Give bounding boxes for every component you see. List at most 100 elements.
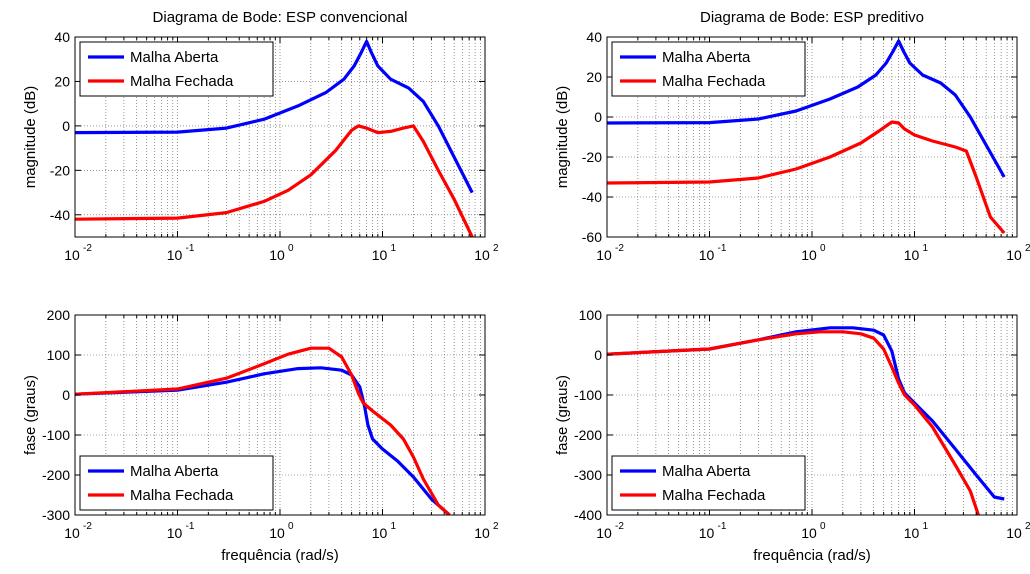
x-tick-label: 10 (372, 247, 388, 263)
y-tick-label: 20 (586, 69, 602, 85)
x-tick-label: 10 (904, 247, 920, 263)
y-tick-label: 0 (62, 118, 70, 134)
x-tick-label: 10 (167, 247, 183, 263)
series-line-malha-fechada (607, 330, 980, 515)
x-axis-label: frequência (rad/s) (221, 547, 339, 564)
y-tick-label: -60 (582, 229, 602, 245)
y-tick-label: 0 (62, 387, 70, 403)
x-tick-label: 10 (372, 525, 388, 541)
x-tick-exponent: 1 (923, 243, 929, 254)
y-tick-label: 100 (47, 347, 71, 363)
chart-title: Diagrama de Bode: ESP preditivo (700, 9, 924, 26)
y-tick-label: 0 (594, 109, 602, 125)
x-tick-exponent: 0 (288, 521, 294, 532)
chart-panel-3: 10 -2 10 -1 10 0 10 1 10 2-300-200-1000100200freq… (22, 307, 499, 564)
x-tick-label: 10 (64, 247, 80, 263)
legend-label: Malha Aberta (130, 49, 219, 66)
legend-label: Malha Fechada (662, 73, 766, 90)
y-tick-label: -40 (582, 189, 602, 205)
y-axis-label: magnitude (dB) (22, 86, 39, 189)
y-tick-label: 20 (54, 73, 70, 89)
y-tick-label: -300 (574, 467, 602, 483)
y-tick-label: -40 (50, 207, 70, 223)
x-tick-exponent: 2 (1025, 521, 1030, 532)
legend-label: Malha Fechada (662, 487, 766, 504)
x-tick-exponent: 0 (820, 243, 826, 254)
y-tick-label: 40 (586, 29, 602, 45)
y-tick-label: 40 (54, 29, 70, 45)
series-line-malha-aberta (75, 39, 474, 194)
legend-box (611, 455, 806, 511)
y-tick-label: -20 (582, 149, 602, 165)
y-tick-label: -20 (50, 162, 70, 178)
y-tick-label: 100 (579, 307, 603, 323)
x-tick-label: 10 (269, 525, 285, 541)
y-axis-label: magnitude (dB) (554, 86, 571, 189)
x-tick-label: 10 (596, 525, 612, 541)
x-tick-label: 10 (801, 247, 817, 263)
legend-label: Malha Aberta (130, 463, 219, 480)
x-tick-exponent: 0 (820, 521, 826, 532)
x-tick-exponent: 2 (493, 521, 499, 532)
legend-box (79, 41, 274, 97)
legend: Malha Aberta Malha Fechada (79, 455, 274, 511)
x-tick-label: 10 (699, 247, 715, 263)
x-tick-label: 10 (1006, 525, 1022, 541)
legend-label: Malha Fechada (130, 487, 234, 504)
x-tick-exponent: -1 (718, 243, 727, 254)
chart-panel-4: 10 -2 10 -1 10 0 10 1 10 2-400-300-200-1000100fre… (554, 307, 1030, 564)
series-line-malha-aberta (75, 366, 451, 515)
x-tick-exponent: -1 (186, 243, 195, 254)
x-tick-exponent: -2 (83, 521, 92, 532)
x-tick-exponent: -2 (615, 243, 624, 254)
y-axis-label: fase (graus) (22, 375, 39, 455)
legend-label: Malha Aberta (662, 463, 751, 480)
legend: Malha Aberta Malha Fechada (611, 455, 806, 511)
y-tick-label: -100 (42, 427, 70, 443)
x-tick-exponent: 1 (391, 243, 397, 254)
y-tick-label: 0 (594, 347, 602, 363)
x-tick-label: 10 (1006, 247, 1022, 263)
y-tick-label: -100 (574, 387, 602, 403)
y-tick-label: -200 (42, 467, 70, 483)
legend: Malha Aberta Malha Fechada (611, 41, 806, 97)
legend-label: Malha Aberta (662, 49, 751, 66)
x-tick-exponent: 1 (391, 521, 397, 532)
y-tick-label: -300 (42, 507, 70, 523)
x-tick-label: 10 (801, 525, 817, 541)
chart-title: Diagrama de Bode: ESP convencional (153, 9, 408, 26)
x-tick-label: 10 (269, 247, 285, 263)
series-line-malha-fechada (607, 120, 1006, 235)
chart-panel-2: 10 -2 10 -1 10 0 10 1 10 2-60-40-2002040Diagrama … (554, 9, 1030, 263)
y-tick-label: -400 (574, 507, 602, 523)
x-tick-exponent: -1 (186, 521, 195, 532)
x-tick-exponent: 2 (493, 243, 499, 254)
y-tick-label: -200 (574, 427, 602, 443)
legend-label: Malha Fechada (130, 73, 234, 90)
y-axis-label: fase (graus) (554, 375, 571, 455)
series-line-malha-fechada (75, 346, 451, 515)
x-tick-exponent: 2 (1025, 243, 1030, 254)
x-tick-exponent: -2 (83, 243, 92, 254)
series-line-malha-fechada (75, 124, 474, 237)
x-tick-label: 10 (64, 525, 80, 541)
x-axis-label: frequência (rad/s) (753, 547, 871, 564)
x-tick-label: 10 (474, 525, 490, 541)
legend-box (79, 455, 274, 511)
x-tick-label: 10 (167, 525, 183, 541)
x-tick-exponent: 0 (288, 243, 294, 254)
y-tick-label: 200 (47, 307, 71, 323)
x-tick-exponent: 1 (923, 521, 929, 532)
grid (74, 314, 485, 516)
x-tick-label: 10 (474, 247, 490, 263)
x-tick-exponent: -1 (718, 521, 727, 532)
legend-box (611, 41, 806, 97)
series-line-malha-aberta (607, 39, 1006, 178)
x-tick-exponent: -2 (615, 521, 624, 532)
legend: Malha Aberta Malha Fechada (79, 41, 274, 97)
x-tick-label: 10 (699, 525, 715, 541)
x-tick-label: 10 (596, 247, 612, 263)
x-tick-label: 10 (904, 525, 920, 541)
